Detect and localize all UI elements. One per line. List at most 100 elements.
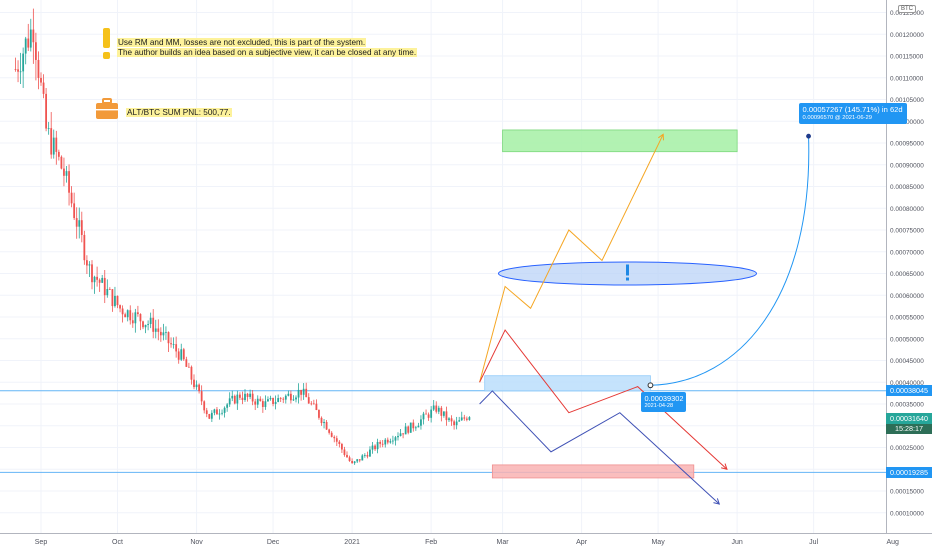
candle-body — [453, 421, 455, 426]
candle-body — [315, 403, 318, 410]
candle-body — [239, 394, 241, 398]
candle-body — [440, 407, 443, 416]
candle-body — [218, 413, 221, 415]
x-tick-label: Apr — [576, 539, 588, 546]
candle-body — [465, 418, 468, 420]
candle-body — [361, 455, 364, 461]
warning-line-2: The author builds an idea based on a sub… — [117, 48, 418, 57]
candle-body — [52, 137, 55, 155]
candle-body — [310, 403, 313, 405]
candle-body — [80, 220, 83, 235]
y-tick-label: 0.00075000 — [890, 228, 924, 235]
candle-body — [458, 420, 461, 422]
x-tick-label: Feb — [425, 539, 437, 546]
x-tick-label: Jul — [809, 539, 818, 546]
projection-end-point — [806, 133, 811, 139]
current-price-tag: 0.00031640 — [886, 413, 932, 425]
candle-body — [134, 312, 137, 324]
candle-body — [147, 324, 149, 325]
y-tick-label: 0.00065000 — [890, 271, 924, 278]
candle-body — [254, 401, 257, 405]
y-tick-label: 0.00040000 — [890, 380, 924, 387]
y-tick-label: 0.00015000 — [890, 489, 924, 496]
x-axis-background — [0, 533, 932, 550]
candle-body — [394, 437, 397, 441]
candle-body — [121, 308, 124, 315]
candle-body — [75, 218, 78, 227]
candle-body — [137, 312, 139, 315]
candle-body — [175, 344, 178, 352]
pnl-note: ALT/BTC SUM PNL: 500,77. — [126, 108, 232, 118]
candle-body — [180, 349, 183, 360]
candle-body — [246, 393, 249, 397]
candle-body — [241, 397, 244, 400]
candle-body — [86, 260, 88, 266]
candle-body — [47, 128, 50, 129]
candle-body — [226, 404, 229, 408]
candle-body — [290, 393, 292, 401]
candle-body — [435, 405, 438, 412]
candle-body — [93, 276, 96, 283]
candle-body — [318, 409, 320, 418]
candle-body — [172, 344, 175, 345]
candle-body — [91, 264, 93, 283]
candle-body — [188, 366, 190, 368]
candle-body — [343, 449, 346, 455]
candle-body — [154, 328, 157, 332]
y-axis[interactable]: 0.00125000 0.00120000 0.00115000 0.00110000… — [886, 0, 932, 550]
pnl-text: ALT/BTC SUM PNL: 500,77. — [126, 108, 232, 117]
candle-body — [27, 38, 30, 48]
candle-body — [124, 314, 127, 318]
candle-body — [88, 264, 91, 266]
candle-body — [159, 331, 162, 336]
candle-body — [259, 398, 262, 402]
candle-body — [353, 461, 356, 464]
candle-body — [177, 351, 180, 360]
candle-body — [205, 410, 208, 415]
candle-body — [369, 449, 371, 457]
candle-body — [417, 425, 420, 428]
candle-body — [414, 427, 417, 429]
candle-body — [348, 457, 351, 462]
x-axis[interactable]: Sep Oct Nov Dec 2021 Feb Mar Apr May Jun Jul Aug — [0, 533, 932, 550]
candle-body — [292, 399, 295, 401]
y-tick-label: 0.00115000 — [890, 54, 924, 61]
candle-body — [228, 398, 231, 405]
target-callout[interactable]: 0.00057267 (145.71%) in 62d 0.00096570 @… — [798, 103, 907, 125]
candle-body — [297, 389, 300, 398]
candle-body — [22, 53, 25, 72]
candle-body — [386, 439, 389, 443]
candle-body — [57, 151, 60, 157]
candle-body — [144, 324, 147, 328]
candle-body — [430, 409, 433, 418]
candle-body — [190, 366, 193, 380]
y-tick-label: 0.00055000 — [890, 315, 924, 322]
candle-body — [193, 379, 195, 388]
candle-body — [295, 397, 297, 400]
candle-body — [328, 429, 331, 433]
candle-body — [323, 421, 325, 424]
scenario-arrowhead — [721, 463, 728, 470]
candle-body — [404, 426, 407, 435]
candle-body — [420, 419, 422, 426]
entry-callout[interactable]: 0.00039302 2021-04-28 — [641, 392, 687, 413]
candle-body — [96, 276, 98, 280]
candle-body — [249, 393, 251, 397]
x-tick-label: Nov — [190, 539, 203, 546]
candle-body — [379, 441, 382, 444]
candle-body — [402, 433, 404, 435]
candle-body — [346, 454, 348, 458]
candle-body — [312, 403, 315, 405]
x-tick-label: Oct — [112, 539, 123, 546]
x-tick-label: May — [651, 539, 665, 546]
candle-body — [185, 359, 188, 367]
warning-line-1: Use RM and MM, losses are not excluded, … — [117, 38, 367, 47]
candle-body — [437, 407, 440, 412]
exclamation-icon — [103, 28, 110, 59]
candle-body — [443, 411, 445, 416]
currency-badge[interactable]: BTC — [898, 5, 916, 13]
candle-body — [338, 441, 341, 444]
candle-body — [203, 401, 206, 411]
